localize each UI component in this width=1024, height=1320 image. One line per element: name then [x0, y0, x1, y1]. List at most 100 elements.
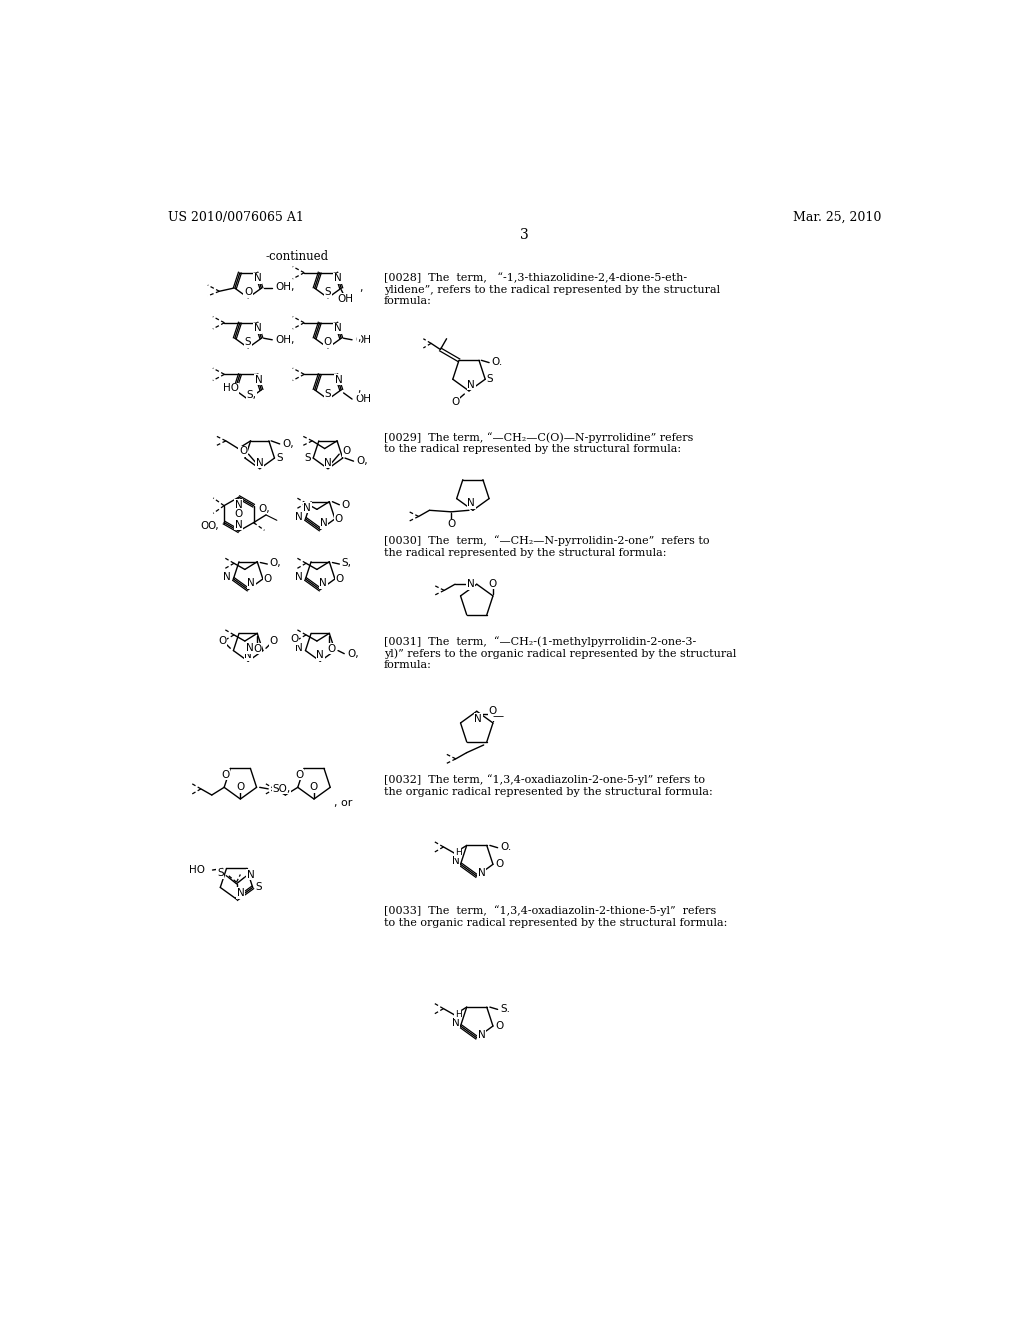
Text: O: O: [336, 574, 344, 583]
Text: S: S: [325, 389, 331, 399]
Text: O: O: [447, 519, 456, 529]
Text: O: O: [263, 574, 271, 583]
Text: S: S: [325, 288, 331, 297]
Text: O: O: [495, 1022, 503, 1031]
Text: O: O: [244, 288, 252, 297]
Text: O: O: [342, 446, 350, 457]
Text: N: N: [295, 643, 303, 653]
Text: S.: S.: [501, 1003, 511, 1014]
Text: HO: HO: [222, 383, 239, 393]
Text: ,: ,: [357, 333, 360, 343]
Text: S,: S,: [246, 389, 256, 400]
Text: S: S: [276, 453, 284, 463]
Text: O: O: [324, 338, 332, 347]
Text: N: N: [321, 519, 328, 528]
Text: US 2010/0076065 A1: US 2010/0076065 A1: [168, 211, 304, 224]
Text: N: N: [237, 888, 245, 898]
Text: OH,: OH,: [275, 335, 295, 345]
Text: N: N: [474, 714, 482, 723]
Text: OH,: OH,: [275, 281, 295, 292]
Text: [0033]  The  term,  “1,3,4-oxadiazolin-2-thione-5-yl”  refers
to the organic rad: [0033] The term, “1,3,4-oxadiazolin-2-th…: [384, 906, 727, 928]
Text: O: O: [335, 513, 343, 524]
Text: S: S: [304, 453, 311, 463]
Text: N: N: [319, 578, 328, 589]
Text: N: N: [223, 572, 231, 582]
Text: O: O: [269, 636, 278, 647]
Text: H: H: [455, 849, 462, 857]
Text: O,: O,: [208, 520, 219, 531]
Text: S: S: [486, 375, 494, 384]
Text: O: O: [295, 770, 303, 780]
Text: S: S: [256, 883, 262, 892]
Text: N: N: [295, 572, 303, 582]
Text: ,: ,: [359, 282, 364, 293]
Text: O,: O,: [259, 504, 270, 513]
Text: O: O: [234, 510, 243, 519]
Text: O: O: [221, 770, 229, 780]
Text: O: O: [237, 783, 245, 792]
Text: O,: O,: [347, 648, 359, 659]
Text: O: O: [253, 644, 261, 653]
Text: OH: OH: [355, 335, 371, 345]
Text: N: N: [254, 273, 262, 282]
Text: O: O: [328, 644, 336, 653]
Text: N: N: [234, 500, 243, 510]
Text: N: N: [256, 458, 263, 467]
Text: OH: OH: [337, 294, 353, 304]
Text: [0031]  The  term,  “—CH₂-(1-methylpyrrolidin-2-one-3-
yl)” refers to the organi: [0031] The term, “—CH₂-(1-methylpyrrolid…: [384, 636, 736, 671]
Text: O: O: [201, 520, 209, 531]
Text: O: O: [451, 397, 459, 407]
Text: N: N: [247, 870, 254, 879]
Text: [0032]  The term, “1,3,4-oxadiazolin-2-one-5-yl” refers to
the organic radical r: [0032] The term, “1,3,4-oxadiazolin-2-on…: [384, 775, 713, 797]
Text: O: O: [239, 446, 247, 457]
Text: N: N: [324, 458, 332, 467]
Text: N: N: [245, 649, 252, 660]
Text: O: O: [488, 706, 497, 715]
Text: N: N: [467, 499, 475, 508]
Text: 3: 3: [520, 227, 529, 242]
Text: OH: OH: [355, 395, 371, 404]
Text: O: O: [310, 783, 318, 792]
Text: ,: ,: [357, 384, 360, 395]
Text: N: N: [248, 578, 255, 589]
Text: N: N: [467, 579, 474, 589]
Text: N: N: [334, 273, 342, 282]
Text: S: S: [245, 338, 252, 347]
Text: [0029]  The term, “—CH₂—C(O)—N-pyrrolidine” refers
to the radical represented by: [0029] The term, “—CH₂—C(O)—N-pyrrolidin…: [384, 432, 693, 454]
Text: N: N: [335, 375, 342, 384]
Text: N: N: [452, 857, 460, 866]
Text: -continued: -continued: [265, 251, 329, 264]
Text: O: O: [488, 578, 497, 589]
Text: N: N: [452, 1018, 460, 1028]
Text: N,: N,: [246, 643, 257, 653]
Text: O,: O,: [269, 558, 282, 569]
Text: N: N: [334, 323, 342, 333]
Text: O.: O.: [492, 356, 503, 367]
Text: N: N: [255, 375, 262, 384]
Text: —: —: [493, 711, 504, 721]
Text: O: O: [218, 636, 226, 647]
Text: N: N: [467, 380, 475, 389]
Text: Mar. 25, 2010: Mar. 25, 2010: [793, 211, 882, 224]
Text: SO,: SO,: [272, 784, 291, 793]
Text: N: N: [477, 869, 485, 878]
Text: N: N: [303, 503, 311, 513]
Text: N: N: [295, 512, 303, 521]
Text: O: O: [291, 634, 299, 644]
Text: N: N: [316, 649, 324, 660]
Text: [0028]  The  term,   “-1,3-thiazolidine-2,4-dione-5-eth-
ylidene”, refers to the: [0028] The term, “-1,3-thiazolidine-2,4-…: [384, 272, 720, 306]
Text: O,: O,: [356, 457, 369, 466]
Text: O,: O,: [283, 440, 295, 449]
Text: S: S: [217, 869, 223, 878]
Text: H: H: [455, 1010, 462, 1019]
Text: N: N: [234, 520, 243, 529]
Text: HO: HO: [188, 865, 205, 875]
Text: O: O: [342, 500, 350, 510]
Text: [0030]  The  term,  “—CH₂—N-pyrrolidin-2-one”  refers to
the radical represented: [0030] The term, “—CH₂—N-pyrrolidin-2-on…: [384, 536, 710, 558]
Text: , or: , or: [334, 797, 352, 808]
Text: O: O: [495, 859, 503, 870]
Text: N: N: [477, 1030, 485, 1040]
Text: O.: O.: [501, 842, 512, 851]
Text: S,: S,: [342, 558, 351, 569]
Text: N: N: [254, 323, 262, 333]
